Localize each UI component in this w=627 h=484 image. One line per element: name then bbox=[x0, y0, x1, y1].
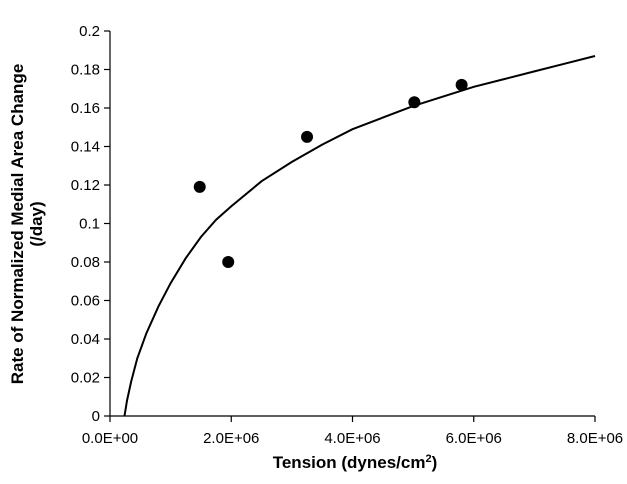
y-tick-label: 0.16 bbox=[71, 100, 100, 117]
data-points bbox=[193, 78, 468, 268]
data-point bbox=[455, 78, 468, 91]
data-point bbox=[301, 130, 314, 143]
y-tick-label: 0.2 bbox=[79, 23, 100, 40]
y-tick-label: 0 bbox=[92, 408, 100, 425]
y-tick-label: 0.06 bbox=[71, 293, 100, 310]
fit-curve bbox=[123, 55, 596, 417]
x-axis-title-tail: ) bbox=[432, 453, 438, 472]
y-axis-title-line1: Rate of Normalized Medial Area Change bbox=[8, 64, 27, 385]
y-tick-label: 0.08 bbox=[71, 254, 100, 271]
x-axis-title-base: Tension (dynes/cm bbox=[273, 453, 426, 472]
x-tick-label: 8.0E+06 bbox=[567, 430, 623, 447]
axes bbox=[104, 30, 596, 422]
data-point bbox=[222, 256, 235, 268]
y-tick-labels: 0 0.02 0.04 0.06 0.08 0.1 0.12 0.14 0.16 0.18 0.2 bbox=[71, 23, 100, 425]
y-tick-label: 0.04 bbox=[71, 331, 100, 348]
y-axis-title-line2: (/day) bbox=[27, 201, 46, 246]
data-point bbox=[193, 180, 206, 193]
y-tick-label: 0.02 bbox=[71, 370, 100, 387]
y-tick-label: 0.1 bbox=[79, 216, 100, 233]
x-tick-label: 2.0E+06 bbox=[203, 430, 259, 447]
x-tick-label: 4.0E+06 bbox=[324, 430, 380, 447]
x-tick-labels: 0.0E+00 2.0E+06 4.0E+06 6.0E+06 8.0E+06 bbox=[82, 430, 623, 447]
x-tick-label: 6.0E+06 bbox=[446, 430, 502, 447]
y-tick-label: 0.12 bbox=[71, 177, 100, 194]
y-tick-label: 0.18 bbox=[71, 62, 100, 79]
x-axis-title-sup: 2 bbox=[425, 453, 431, 465]
x-axis-title: Tension (dynes/cm2) bbox=[273, 453, 438, 472]
fit-curve-group bbox=[123, 55, 596, 417]
x-tick-label: 0.0E+00 bbox=[82, 430, 138, 447]
y-tick-label: 0.14 bbox=[71, 139, 100, 156]
data-point bbox=[408, 96, 421, 109]
